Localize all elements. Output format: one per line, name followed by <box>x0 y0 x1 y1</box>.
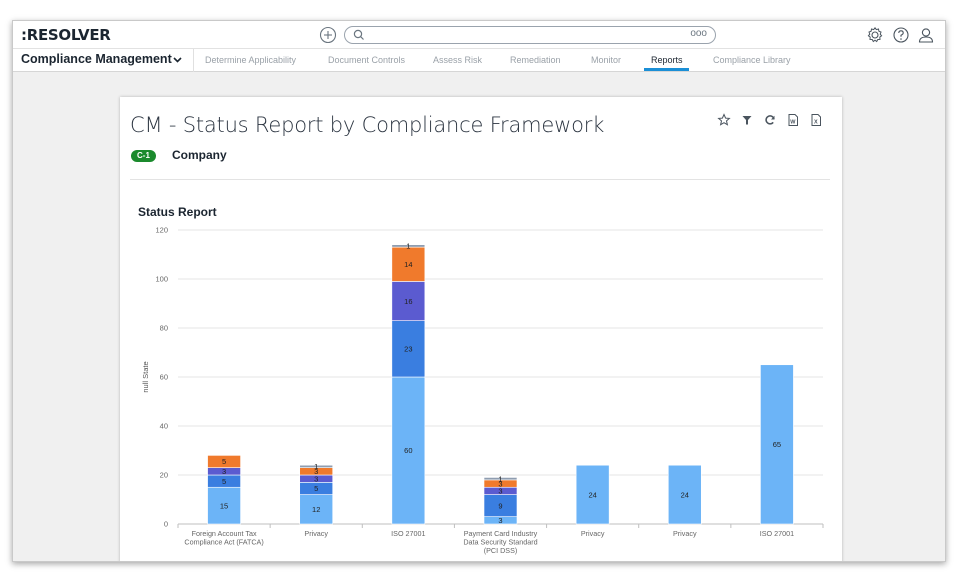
y-tick-label: 60 <box>160 373 168 382</box>
app-logo[interactable]: :RESOLVER <box>21 26 111 44</box>
report-card: CM - Status Report by Compliance Framewo… <box>120 97 842 561</box>
chart-bars <box>207 244 794 525</box>
bar-segment <box>299 464 334 468</box>
y-tick-label: 120 <box>155 226 168 235</box>
bar-data-label: 5 <box>222 477 226 486</box>
bar-segment <box>391 246 426 282</box>
tab-reports[interactable]: Reports <box>651 55 683 65</box>
tab-monitor[interactable]: Monitor <box>591 55 622 65</box>
bar-segment <box>207 486 241 525</box>
filter-icon[interactable] <box>740 113 754 127</box>
y-tick-label: 100 <box>155 275 168 284</box>
export-word-icon[interactable]: W <box>786 113 800 127</box>
svg-text:X: X <box>814 120 818 126</box>
bar-data-label: 3 <box>498 516 502 525</box>
entity-name[interactable]: Company <box>172 148 227 162</box>
bar-data-label: 24 <box>681 490 689 499</box>
bar-segment <box>483 477 518 481</box>
bar-data-label: 14 <box>404 260 412 269</box>
active-tab-indicator <box>644 68 689 71</box>
bar-data-label: 24 <box>588 490 596 499</box>
bar-segment <box>391 244 426 248</box>
entity-badge: C-1 <box>131 150 156 162</box>
app-selector[interactable]: Compliance Management <box>21 52 172 66</box>
bar-data-label: 15 <box>220 501 228 510</box>
bar-segment <box>667 464 702 525</box>
x-category-label: Foreign Account Tax Compliance Act (FATCA… <box>184 529 263 547</box>
bar-segment <box>207 455 241 468</box>
x-category-label: Privacy <box>304 529 328 538</box>
tab-compliance-library[interactable]: Compliance Library <box>713 55 791 65</box>
star-icon[interactable] <box>717 113 731 127</box>
y-axis-title: null State <box>141 361 150 392</box>
bar-data-label: 1 <box>314 462 318 471</box>
bar-data-label: 3 <box>498 479 502 488</box>
bar-segment <box>391 320 426 378</box>
bar-segment <box>391 376 426 525</box>
chevron-down-icon[interactable] <box>173 57 182 63</box>
refresh-icon[interactable] <box>763 113 777 127</box>
status-report-chart: 0 20 40 60 80 100 120 null State Foreign Accoun… <box>141 226 824 555</box>
global-search-input[interactable]: ooo <box>344 26 716 44</box>
bar-segment <box>575 464 610 525</box>
bar-data-label: 5 <box>222 457 226 466</box>
search-options-icon[interactable]: ooo <box>690 28 707 39</box>
help-icon[interactable] <box>892 26 910 44</box>
user-icon[interactable] <box>917 26 935 44</box>
bar-data-label: 65 <box>773 440 781 449</box>
y-tick-label: 20 <box>160 471 168 480</box>
tab-remediation[interactable]: Remediation <box>510 55 561 65</box>
tab-assess-risk[interactable]: Assess Risk <box>433 55 483 65</box>
tab-determine-applicability[interactable]: Determine Applicability <box>205 55 297 65</box>
x-category-label: Privacy <box>673 529 697 538</box>
svg-text:W: W <box>790 120 796 126</box>
bar-data-label: 5 <box>314 484 318 493</box>
search-icon <box>353 29 364 40</box>
chart-gridlines <box>178 229 823 525</box>
bar-segment <box>391 281 426 321</box>
bar-segment <box>760 364 794 525</box>
bar-data-label: 23 <box>404 345 412 354</box>
bar-data-label: 60 <box>404 446 412 455</box>
chart-title: Status Report <box>138 205 217 219</box>
y-tick-label: 80 <box>160 324 168 333</box>
card-divider <box>130 179 830 180</box>
tab-document-controls[interactable]: Document Controls <box>328 55 406 65</box>
bar-data-label: 3 <box>314 467 318 476</box>
top-bar: :RESOLVER ooo <box>13 21 945 49</box>
bar-data-label: 3 <box>498 487 502 496</box>
bar-data-label: 1 <box>498 474 502 483</box>
bar-data-label: 12 <box>312 505 320 514</box>
export-excel-icon[interactable]: X <box>809 113 823 127</box>
bar-data-label: 1 <box>406 242 410 251</box>
app-navigation: Compliance Management Determine Applicab… <box>13 49 945 72</box>
bar-data-label: 3 <box>314 474 318 483</box>
bar-segment <box>299 494 334 525</box>
x-category-label: ISO 27001 <box>391 529 425 538</box>
bar-data-label: 3 <box>222 467 226 476</box>
settings-icon[interactable] <box>866 26 884 44</box>
y-tick-label: 0 <box>164 520 168 529</box>
nav-divider <box>193 49 194 72</box>
x-category-label: Privacy <box>581 529 605 538</box>
add-icon[interactable] <box>319 26 337 44</box>
x-category-label: ISO 27001 <box>760 529 794 538</box>
y-tick-label: 40 <box>160 422 168 431</box>
report-title: CM - Status Report by Compliance Framewo… <box>130 113 605 137</box>
bar-data-label: 9 <box>498 501 502 510</box>
chart-axes: 0 20 40 60 80 100 120 null State <box>141 226 824 529</box>
app-window: :RESOLVER ooo Compliance Man <box>12 20 946 562</box>
bar-data-label: 16 <box>404 297 412 306</box>
chart-labels: Foreign Account Tax Compliance Act (FATCA… <box>184 242 794 555</box>
x-category-label: Payment Card Industry Data Security Stand… <box>463 529 537 555</box>
